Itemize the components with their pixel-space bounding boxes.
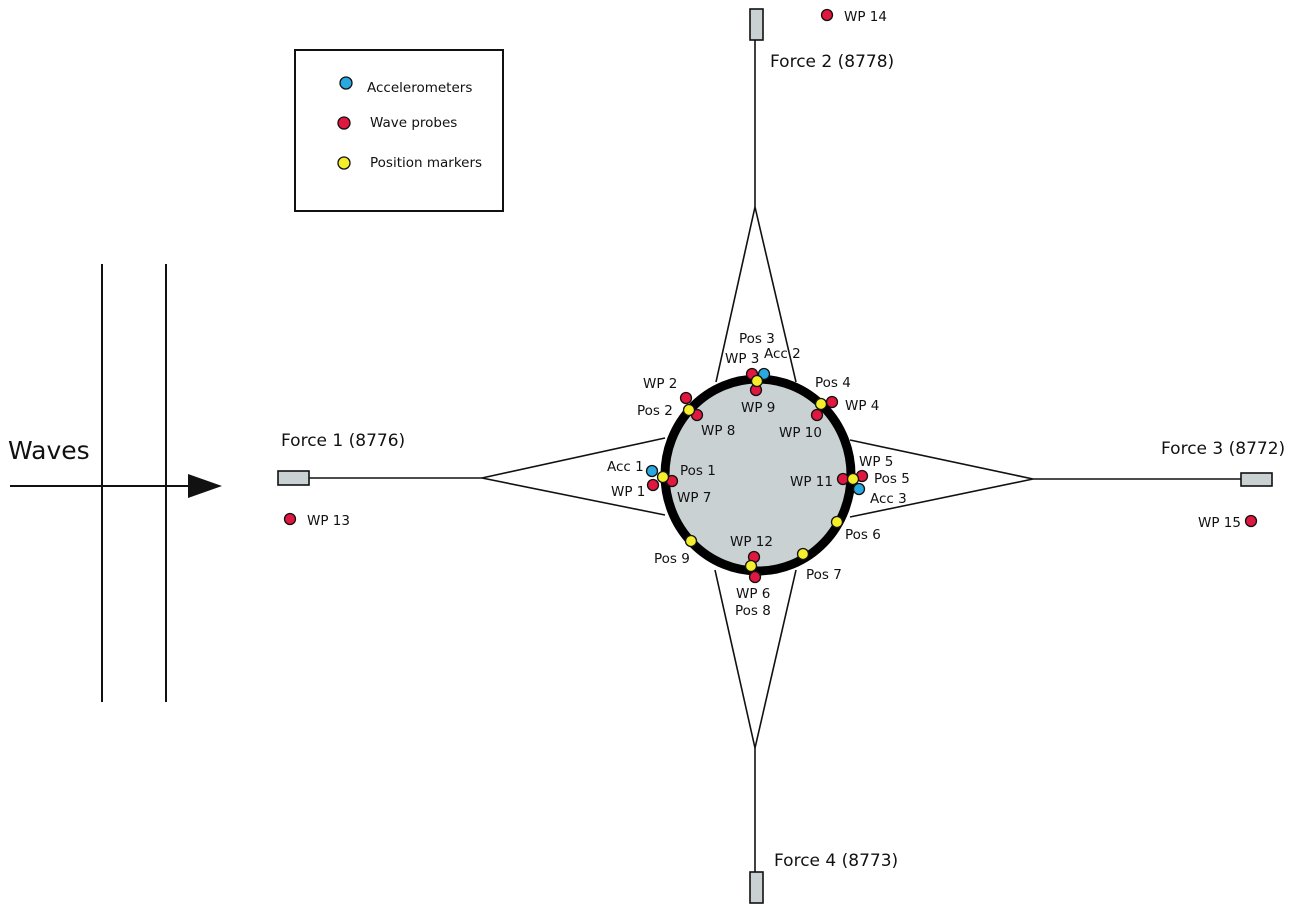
pos3-label: Pos 3	[739, 331, 775, 347]
pos2-label: Pos 2	[637, 403, 673, 419]
position-marker-3-icon	[750, 374, 764, 388]
legend-accelerometers-label: Accelerometers	[367, 80, 472, 96]
wave-probe-2-icon	[679, 391, 693, 405]
pos9-label: Pos 9	[654, 551, 690, 567]
anchor-force-4	[749, 871, 764, 904]
acc2-label: Acc 2	[764, 346, 801, 362]
waves-label: Waves	[8, 436, 90, 465]
wp13-label: WP 13	[307, 513, 350, 529]
wave-probe-10-icon	[810, 408, 824, 422]
legend-position-markers-label: Position markers	[370, 155, 482, 171]
acc1-label: Acc 1	[607, 459, 644, 475]
position-marker-9-icon	[684, 534, 698, 548]
wp8-label: WP 8	[701, 423, 735, 439]
position-marker-7-icon	[796, 547, 810, 561]
pos6-label: Pos 6	[845, 527, 881, 543]
pos5-label: Pos 5	[874, 471, 910, 487]
accelerometer-1-icon	[645, 464, 659, 478]
anchors	[277, 8, 1273, 904]
force-1-label: Force 1 (8776)	[281, 431, 405, 451]
wave-probe-1-icon	[646, 478, 660, 492]
pos1-label: Pos 1	[680, 463, 716, 479]
force-3-label: Force 3 (8772)	[1161, 439, 1285, 459]
mooring-lines	[309, 40, 1241, 872]
legend-accelerometer-icon	[339, 76, 353, 90]
bridle-4	[714, 569, 797, 749]
wp10-label: WP 10	[779, 425, 822, 441]
anchor-force-2	[749, 8, 764, 41]
legend-position-marker-icon	[337, 156, 351, 170]
wave-direction-arrow-icon	[188, 474, 222, 498]
acc3-label: Acc 3	[870, 491, 907, 507]
wave-probe-14-icon	[820, 8, 834, 22]
wp14-label: WP 14	[844, 9, 887, 25]
anchor-force-1	[277, 470, 310, 486]
position-marker-2-icon	[682, 403, 696, 417]
position-marker-5-icon	[846, 472, 860, 486]
wave-probe-4-icon	[825, 395, 839, 409]
wp3-label: WP 3	[725, 351, 759, 367]
wp15-label: WP 15	[1198, 515, 1241, 531]
sensors	[283, 8, 1258, 584]
wp7-label: WP 7	[677, 490, 711, 506]
legend-wave-probes-label: Wave probes	[370, 115, 457, 131]
wp5-label: WP 5	[859, 454, 893, 470]
position-marker-6-icon	[830, 515, 844, 529]
pos4-label: Pos 4	[815, 375, 851, 391]
accelerometer-3-icon	[852, 482, 866, 496]
wp12-label: WP 12	[730, 534, 773, 550]
legend-box	[294, 49, 504, 212]
anchor-force-3	[1240, 472, 1273, 487]
waves-indicator: Waves	[8, 264, 222, 702]
bridle-2	[715, 206, 797, 383]
sensor-labels: WP 1 WP 2 WP 3 WP 4 WP 5 WP 6 WP 7 WP 8 …	[307, 9, 1241, 619]
position-marker-1-icon	[656, 470, 670, 484]
legend: Accelerometers Wave probes Position mark…	[294, 49, 504, 212]
bridle-1	[481, 437, 666, 516]
wp2-label: WP 2	[643, 376, 677, 392]
wp11-label: WP 11	[790, 474, 833, 490]
wave-probe-15-icon	[1244, 514, 1258, 528]
position-marker-8-icon	[744, 559, 758, 573]
legend-wave-probe-icon	[337, 116, 351, 130]
wp1-label: WP 1	[611, 484, 645, 500]
wave-probe-13-icon	[283, 512, 297, 526]
bridle-3	[849, 439, 1034, 518]
pos8-label: Pos 8	[735, 603, 771, 619]
position-marker-4-icon	[814, 397, 828, 411]
force-2-label: Force 2 (8778)	[770, 52, 894, 72]
wave-probe-6-icon	[748, 570, 762, 584]
wp9-label: WP 9	[741, 400, 775, 416]
wave-probe-11-icon	[836, 472, 850, 486]
force-4-label: Force 4 (8773)	[774, 851, 898, 871]
wp6-label: WP 6	[736, 586, 770, 602]
pos7-label: Pos 7	[806, 567, 842, 583]
wp4-label: WP 4	[845, 398, 879, 414]
